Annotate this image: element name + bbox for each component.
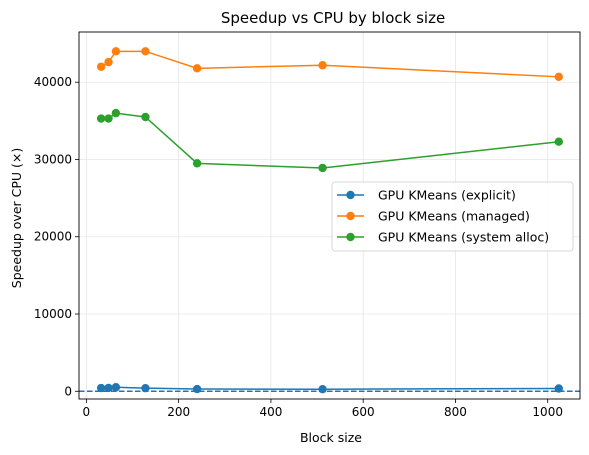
grid (79, 32, 580, 399)
x-tick-label: 0 (83, 405, 91, 419)
y-tick-label: 0 (64, 384, 72, 398)
data-point (96, 383, 106, 393)
y-tick-label: 40000 (34, 75, 72, 89)
data-point (192, 159, 202, 168)
data-point (141, 383, 150, 393)
legend-marker (346, 190, 355, 200)
series-layer (96, 47, 563, 394)
legend-item: GPU KMeans (system alloc) (337, 230, 549, 245)
legend-label: GPU KMeans (system alloc) (378, 230, 549, 245)
data-point (96, 114, 106, 123)
y-axis-label: Speedup over CPU (×) (9, 148, 24, 288)
data-point (104, 383, 113, 393)
data-point (111, 47, 121, 56)
data-point (141, 112, 150, 122)
data-point (192, 64, 202, 73)
data-point (318, 384, 327, 394)
data-point (111, 383, 121, 392)
legend: GPU KMeans (explicit) GPU KMeans (managed… (331, 181, 574, 252)
legend-item: GPU KMeans (managed) (337, 209, 530, 224)
legend-marker (346, 211, 355, 221)
y-axis-ticks: 0 10000 20000 30000 40000 (34, 75, 79, 398)
data-point (141, 47, 150, 56)
y-tick-label: 20000 (34, 230, 72, 244)
data-point (111, 108, 121, 118)
data-point (554, 72, 563, 82)
data-point (192, 384, 202, 394)
x-tick-label: 800 (444, 405, 467, 419)
series-1 (96, 383, 563, 394)
x-axis-ticks: 0 200 400 600 800 1000 (83, 399, 563, 419)
legend-box (331, 181, 574, 252)
legend-label: GPU KMeans (explicit) (378, 188, 516, 203)
legend-item: GPU KMeans (explicit) (337, 188, 516, 203)
x-tick-label: 1000 (532, 405, 563, 419)
plot-frame (78, 31, 581, 400)
data-point (318, 61, 327, 70)
data-point (96, 62, 106, 71)
y-tick-label: 30000 (34, 152, 72, 166)
legend-marker (346, 232, 355, 242)
x-axis-label: Block size (300, 430, 362, 445)
series-3 (96, 108, 563, 173)
data-point (318, 163, 327, 173)
data-point (104, 114, 113, 123)
data-point (554, 384, 563, 393)
data-point (104, 57, 113, 67)
x-tick-label: 600 (352, 405, 375, 419)
y-tick-label: 10000 (34, 307, 72, 321)
legend-label: GPU KMeans (managed) (378, 209, 530, 224)
chart-title: Speedup vs CPU by block size (221, 9, 445, 27)
data-point (554, 137, 563, 146)
series-2 (96, 47, 563, 82)
x-tick-label: 400 (259, 405, 282, 419)
x-tick-label: 200 (167, 405, 190, 419)
